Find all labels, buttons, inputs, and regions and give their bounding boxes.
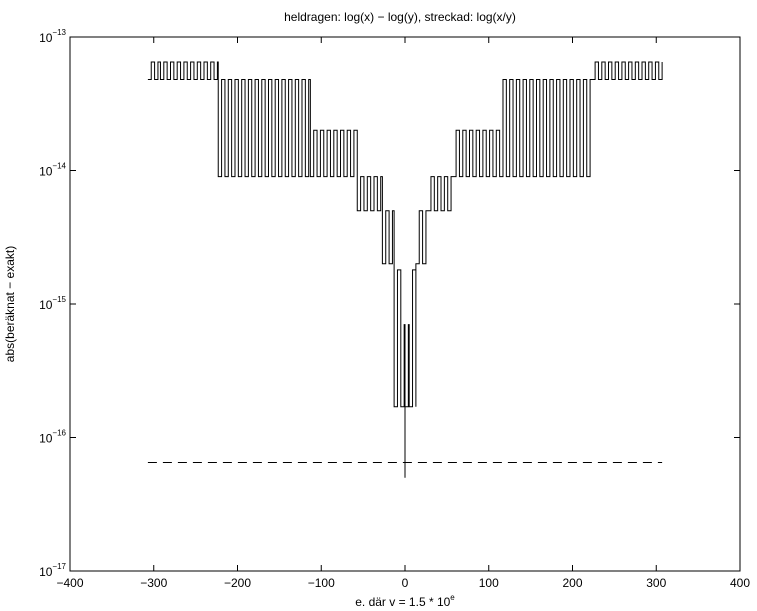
x-tick-label: −400 [56, 576, 83, 590]
x-tick-label: 100 [479, 576, 499, 590]
series-group [147, 61, 663, 478]
y-tick-label: 10−13 [39, 28, 66, 45]
x-axis-label: e. där v = 1.5 * 10e [355, 593, 455, 609]
y-axis-label: abs(beräknat − exakt) [3, 246, 17, 362]
x-tick-label: 0 [402, 576, 409, 590]
x-tick-label: 300 [646, 576, 666, 590]
x-tick-label: −100 [308, 576, 335, 590]
x-axis-label-base: e. där v = 1.5 * 10 [355, 595, 450, 609]
axis-tick-labels: −400 −300 −200 −100 0 100 200 300 400 10−17 10−16 1… [39, 28, 750, 590]
y-tick-label: 10−17 [39, 562, 66, 579]
y-tick-label: 10−16 [39, 429, 66, 446]
x-tick-label: 400 [730, 576, 750, 590]
y-tick-label: 10−15 [39, 295, 66, 312]
plot-area [69, 36, 741, 572]
x-tick-label: 200 [562, 576, 582, 590]
series-solid-line [147, 61, 663, 478]
x-axis-label-exponent: e [450, 593, 455, 602]
y-tick-label: 10−14 [39, 162, 66, 179]
x-tick-label: −300 [140, 576, 167, 590]
x-tick-label: −200 [224, 576, 251, 590]
axis-ticks [69, 36, 741, 572]
chart-title: heldragen: log(x) − log(y), streckad: lo… [284, 10, 516, 24]
